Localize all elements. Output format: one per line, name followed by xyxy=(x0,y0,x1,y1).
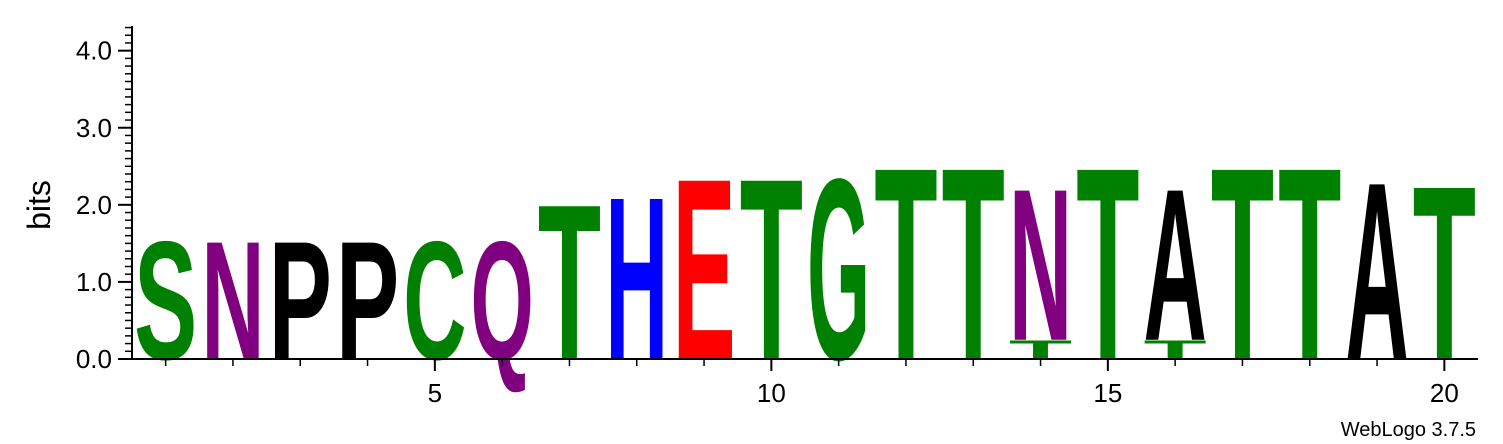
x-tick-label: 15 xyxy=(1093,378,1122,408)
logo-letter-n: N xyxy=(1009,144,1072,387)
logo-letter-t: T xyxy=(1413,136,1476,413)
y-tick-label: 1.0 xyxy=(76,267,112,297)
logo-letter-t: T xyxy=(942,112,1005,419)
logo-letter-e: E xyxy=(672,125,735,415)
x-tick-label: 20 xyxy=(1430,378,1459,408)
logo-letter-g: G xyxy=(807,124,870,414)
y-tick-label: 3.0 xyxy=(76,113,112,143)
logo-letter-s: S xyxy=(134,207,197,396)
x-tick-label: 5 xyxy=(428,378,442,408)
logo-letter-a: A xyxy=(1345,130,1408,413)
logo-letter-p: P xyxy=(336,207,399,396)
logo-letter-h: H xyxy=(605,150,668,409)
y-tick-label: 4.0 xyxy=(76,36,112,66)
logo-letter-a: A xyxy=(1144,144,1207,387)
logo-letter-p: P xyxy=(269,207,332,396)
logo-letter-t: T xyxy=(538,158,601,407)
logo-letter-q: Q xyxy=(471,207,534,396)
logo-letter-t: T xyxy=(1211,112,1274,419)
x-tick-label: 10 xyxy=(757,378,786,408)
y-axis-title: bits xyxy=(21,180,57,230)
logo-letter-t: T xyxy=(1076,112,1139,419)
weblogo-credit: WebLogo 3.7.5 xyxy=(1341,419,1476,441)
letter-stacks: S N P P C Q T H E T G T T TN T TA T T A T xyxy=(134,112,1476,419)
logo-letter-t: T xyxy=(874,112,937,419)
y-tick-label: 2.0 xyxy=(76,190,112,220)
y-tick-label: 0.0 xyxy=(76,344,112,374)
logo-letter-t: T xyxy=(1278,112,1341,419)
logo-letter-n: N xyxy=(201,206,264,396)
axes: 0.0 1.0 2.0 3.0 4.0 5 10 15 20 xyxy=(76,26,1478,408)
